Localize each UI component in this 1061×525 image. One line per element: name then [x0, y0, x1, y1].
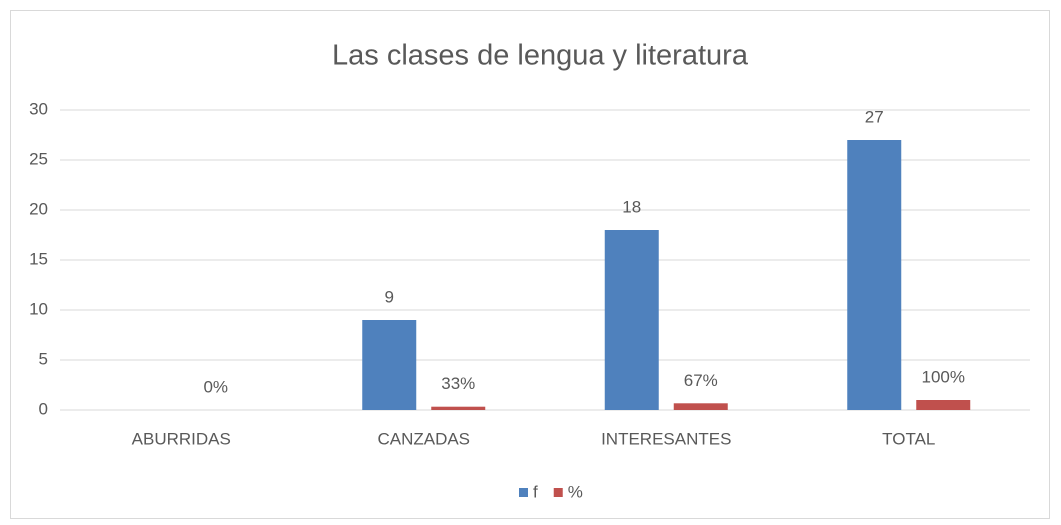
bar — [847, 140, 902, 410]
data-label: 67% — [684, 371, 718, 390]
data-label: 33% — [441, 374, 475, 393]
bar — [673, 403, 728, 410]
legend-label: % — [568, 482, 583, 501]
bar — [431, 406, 486, 410]
chart-title: Las clases de lengua y literatura — [332, 40, 749, 72]
data-label: 9 — [385, 287, 394, 306]
y-tick-label: 15 — [29, 249, 48, 268]
bar — [362, 320, 417, 410]
data-label: 0% — [203, 377, 228, 396]
data-label: 100% — [922, 367, 965, 386]
bar — [604, 230, 659, 410]
x-tick-label: ABURRIDAS — [132, 429, 231, 448]
y-tick-label: 25 — [29, 149, 48, 168]
data-label: 27 — [865, 107, 884, 126]
x-tick-label: TOTAL — [882, 429, 935, 448]
x-tick-label: CANZADAS — [377, 429, 470, 448]
legend-label: f — [533, 482, 538, 501]
legend-swatch — [519, 488, 528, 497]
bar — [916, 400, 971, 410]
data-label: 18 — [622, 197, 641, 216]
y-tick-label: 10 — [29, 299, 48, 318]
legend-swatch — [553, 488, 563, 497]
y-tick-label: 5 — [39, 349, 48, 368]
y-tick-label: 0 — [39, 399, 48, 418]
x-tick-label: INTERESANTES — [601, 429, 731, 448]
y-tick-label: 30 — [29, 99, 48, 118]
y-tick-label: 20 — [29, 199, 48, 218]
